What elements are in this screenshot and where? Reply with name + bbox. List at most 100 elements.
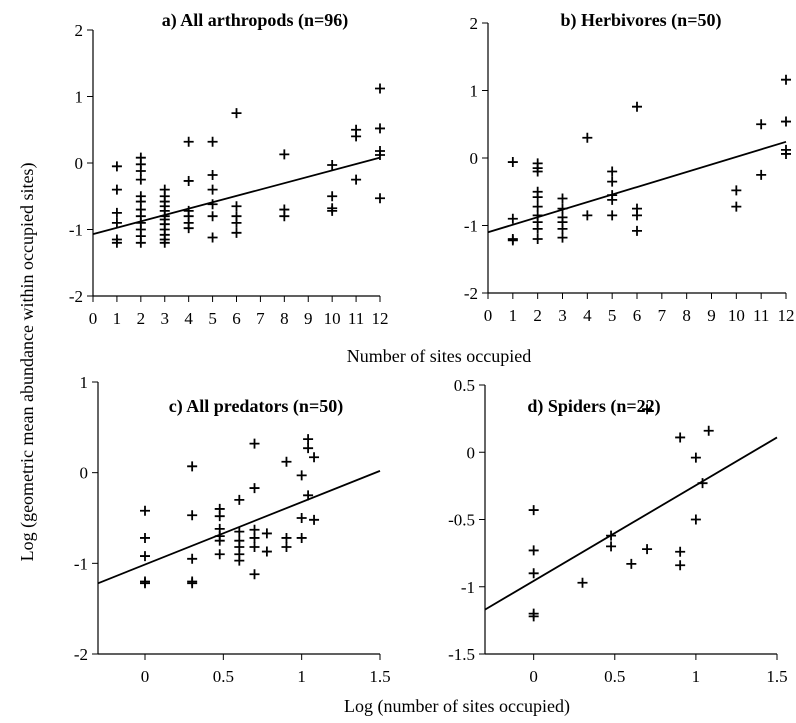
panel-a-data-point (327, 205, 338, 216)
panel-c-data-point (296, 513, 307, 523)
panel-b-y-tick-label: -1 (464, 217, 478, 236)
panel-d-y-tick-label: -1.5 (448, 645, 475, 664)
panel-a-data-point (279, 211, 290, 222)
panel-c-fit-line (97, 470, 381, 585)
panel-a-data-point (231, 227, 242, 238)
panel-b-data-point (582, 132, 593, 143)
panel-c-data-point (303, 434, 314, 445)
panel-c-data-point (261, 546, 272, 557)
panel-a-data-point (183, 136, 194, 147)
panel-a-y-tick-label: -1 (69, 221, 83, 240)
panel-b-y-tick-label: 0 (470, 149, 479, 168)
panel-d-data-point (606, 541, 617, 552)
panel-c-data-point (281, 532, 292, 543)
panel-b-data-point (731, 201, 742, 212)
panel-b-data-point (532, 223, 543, 234)
panel-c-data-point (296, 532, 307, 543)
panel-b-data-point (532, 166, 543, 177)
panel-c-data-point (140, 532, 150, 543)
panel-d-x-tick-label: 0 (529, 667, 538, 686)
panel-d-y-tick-label: -1 (461, 578, 475, 597)
panel-b-x-tick-label: 12 (778, 306, 795, 325)
panel-c-data-point (140, 505, 150, 516)
panel-a-data-point (135, 165, 146, 176)
panel-d-data-point (690, 452, 701, 463)
panel-b-x-tick-label: 9 (707, 306, 716, 325)
panel-a-data-point (231, 108, 242, 119)
panel-a-y-tick-label: 1 (75, 88, 84, 107)
panel-a-y-tick-label: 0 (75, 154, 84, 173)
panel-b-x-tick-label: 11 (753, 306, 769, 325)
panel-c-data-point (140, 551, 150, 562)
panel-b-data-point (781, 74, 791, 85)
panel-b-x-tick-label: 1 (509, 306, 518, 325)
panel-d-data-point (577, 577, 588, 588)
panel-d-data-point (675, 560, 686, 571)
panel-b-x-tick-label: 8 (682, 306, 691, 325)
panel-d-y-tick-label: 0.5 (454, 376, 475, 395)
panel-a-data-point (207, 169, 218, 180)
panel-b-data-point (632, 101, 642, 112)
panel-b-data-point (756, 169, 767, 180)
panel-a-title: a) All arthropods (n=96) (162, 10, 348, 31)
panel-d-data-point (528, 545, 539, 556)
panel-a-fit-line (92, 156, 381, 236)
panel-b-data-point (532, 192, 543, 203)
panel-a-data-point (111, 184, 122, 195)
panel-c-data-point (261, 528, 272, 539)
panel-a-data-point (231, 217, 242, 228)
panel-c-data-point (140, 578, 150, 589)
panel-b-data-point (607, 210, 618, 221)
panel-a-data-point (231, 201, 242, 212)
panel-b-data-point (756, 119, 767, 130)
panel-c-title: c) All predators (n=50) (169, 396, 343, 417)
panel-b-data-point (532, 201, 543, 212)
panel-d: d) Spiders (n=22) -1.5 -1 -0.5 0 0.5 0 0.5 1 1.5 (448, 376, 788, 686)
panel-b-x-tick-label: 2 (533, 306, 542, 325)
panel-d-data-point (703, 425, 714, 436)
panel-c-data-point (187, 578, 198, 589)
panel-c-data-point (187, 553, 198, 564)
panel-c-y-tick-label: -2 (74, 645, 88, 664)
panel-c-data-point (187, 510, 198, 521)
panel-a-data-point (375, 83, 385, 94)
panel-c-x-tick-label: 1 (297, 667, 306, 686)
panel-c: c) All predators (n=50) -2 -1 0 1 0 0.5 1 1.5 (74, 373, 391, 686)
panel-b-data-point (781, 148, 791, 159)
panel-a-data-point (279, 149, 290, 160)
panel-b-data-point (607, 166, 618, 177)
panel-a-data-point (111, 217, 122, 228)
panel-a-data-point (159, 237, 170, 248)
panel-c-data-point (214, 511, 225, 522)
panel-c-data-point (309, 514, 320, 525)
panel-a-x-tick-label: 11 (348, 309, 364, 328)
panel-d-data-point (642, 404, 653, 415)
panel-a-x-tick-label: 6 (232, 309, 241, 328)
panel-b-data-point (632, 225, 642, 236)
panel-a-x-tick-label: 1 (113, 309, 122, 328)
panel-b-data-point (607, 176, 618, 187)
panel-b-x-tick-label: 7 (658, 306, 667, 325)
panel-c-y-tick-label: 1 (80, 373, 89, 392)
panel-b-x-tick-label: 4 (583, 306, 592, 325)
panel-c-data-point (234, 494, 245, 505)
panel-b-x-tick-label: 0 (484, 306, 493, 325)
panel-a-data-point (135, 174, 146, 185)
panel-d-data-point (528, 611, 539, 622)
panel-b-data-point (507, 157, 518, 168)
panel-a-y-tick-label: -2 (69, 287, 83, 306)
panel-a-data-point (207, 211, 218, 222)
panel-c-y-tick-label: -1 (74, 554, 88, 573)
panel-b-y-tick-label: -2 (464, 284, 478, 303)
panel-b-data-point (731, 185, 742, 196)
panel-a-data-point (207, 184, 218, 195)
panel-a-data-point (351, 131, 362, 142)
panel-b-x-tick-label: 5 (608, 306, 617, 325)
panel-b-y-tick-label: 2 (470, 14, 479, 33)
panel-a-x-tick-label: 3 (161, 309, 170, 328)
panel-c-data-point (281, 456, 292, 467)
panel-b-fit-line (487, 140, 787, 234)
panel-b-x-tick-label: 6 (633, 306, 642, 325)
